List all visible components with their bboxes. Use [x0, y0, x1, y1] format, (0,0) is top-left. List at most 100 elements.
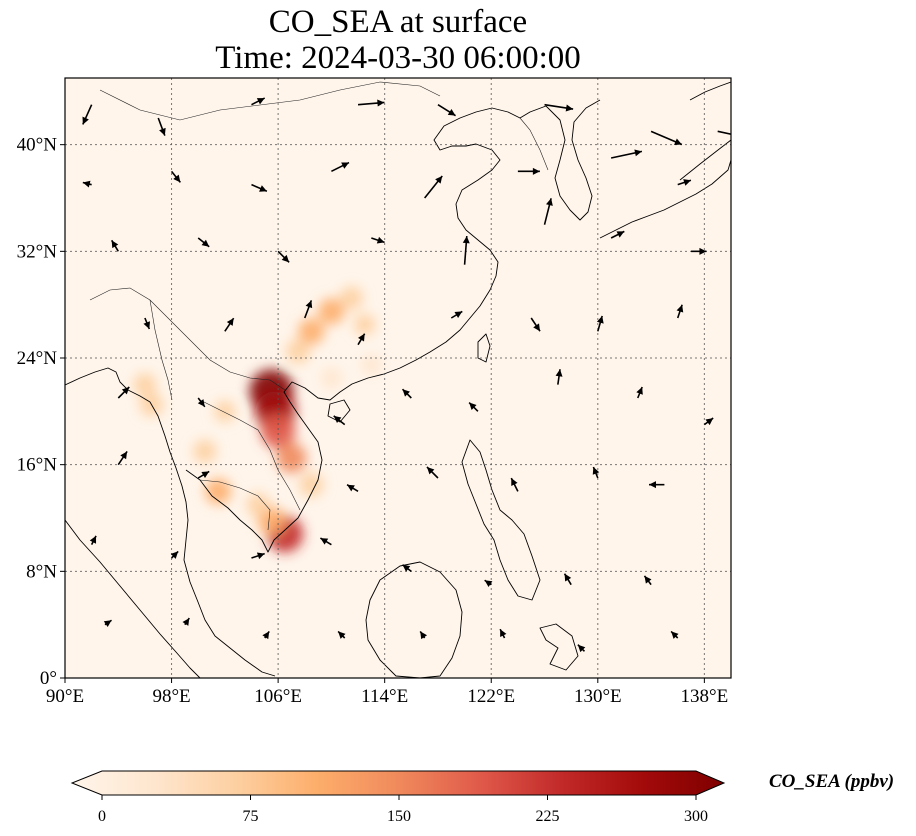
coastlines: [65, 81, 731, 678]
colorbar-tick-label: 75: [243, 808, 259, 825]
wind-arrow: [610, 149, 643, 159]
wind-arrow: [401, 388, 412, 399]
wind-arrow: [450, 310, 463, 319]
wind-arrow: [649, 481, 665, 489]
wind-arrow: [197, 470, 210, 479]
wind-arrow: [592, 466, 600, 479]
wind-arrow: [371, 236, 385, 244]
co-hotspot: [299, 472, 324, 497]
co-hotspot: [246, 492, 270, 517]
wind-arrow: [510, 477, 519, 492]
wind-arrow: [319, 537, 332, 546]
x-axis-ticks: 90°E 98°E 106°E 114°E 122°E 130°E 138°E: [46, 678, 728, 707]
wind-arrow: [197, 397, 206, 408]
y-tick-label: 8°N: [26, 561, 57, 582]
wind-arrow: [333, 415, 346, 426]
wind-arrow: [82, 104, 93, 125]
coastline-taiwan: [477, 333, 491, 363]
wind-arrow: [437, 103, 456, 117]
coastline-japan: [599, 81, 731, 239]
border-line: [519, 117, 549, 171]
wind-arrow: [143, 317, 151, 330]
wind-arrow: [157, 117, 166, 136]
border-line: [149, 299, 173, 401]
wind-arrow: [117, 451, 128, 466]
wind-arrow: [717, 130, 731, 136]
map-background: [65, 78, 731, 678]
co-hotspot: [318, 298, 345, 325]
wind-arrow: [251, 97, 266, 106]
border-line: [199, 399, 301, 511]
co-hotspot: [353, 313, 376, 336]
co-hotspot: [260, 414, 296, 449]
wind-arrow: [197, 237, 210, 248]
x-tick-label: 138°E: [681, 686, 729, 707]
co-hotspot: [320, 367, 342, 389]
x-tick-label: 106°E: [254, 686, 302, 707]
x-tick-label: 114°E: [361, 686, 408, 707]
wind-arrow: [530, 317, 541, 332]
wind-arrow: [544, 103, 574, 112]
wind-arrow: [650, 130, 683, 146]
wind-arrow: [462, 236, 470, 265]
x-tick-label: 90°E: [46, 686, 84, 707]
wind-arrow: [610, 230, 625, 239]
wind-arrow: [357, 99, 385, 107]
wind-arrow: [117, 386, 130, 399]
map-frame: [64, 77, 732, 679]
coastline-sumatra: [65, 519, 201, 678]
wind-arrow: [691, 247, 707, 255]
colorbar-gradient: [70, 770, 726, 796]
border-line: [89, 287, 286, 391]
coastline-indochina: [185, 105, 547, 553]
co-hotspot: [361, 354, 382, 375]
wind-arrow: [277, 250, 290, 263]
wind-arrow: [419, 630, 428, 640]
co-hotspot: [133, 373, 157, 397]
colorbar-tick-label: 225: [536, 808, 560, 825]
coastline-hainan: [327, 399, 351, 423]
wind-arrow: [110, 239, 119, 252]
co-hotspot: [214, 400, 236, 423]
wind-arrow: [670, 630, 679, 639]
y-tick-label: 16°N: [17, 455, 58, 476]
wind-arrow: [596, 315, 604, 332]
wind-arrow: [543, 198, 553, 225]
wind-arrow: [331, 161, 350, 173]
co-hotspot: [298, 318, 325, 345]
title-line-1: CO_SEA at surface: [268, 4, 528, 40]
wind-arrow: [251, 183, 268, 193]
country-borders: [89, 81, 549, 531]
co-hotspot: [285, 339, 311, 364]
wind-arrow: [103, 619, 113, 628]
wind-arrow: [563, 573, 572, 586]
wind-arrow: [251, 552, 265, 560]
wind-arrow: [517, 167, 540, 175]
wind-arrow: [357, 333, 366, 346]
wind-vectors: [82, 97, 731, 653]
x-tick-label: 98°E: [152, 686, 190, 707]
co-hotspot: [276, 443, 307, 473]
wind-arrow: [82, 180, 92, 188]
co-hotspot: [339, 286, 364, 310]
wind-arrow: [262, 630, 270, 640]
wind-arrow: [677, 179, 692, 186]
y-tick-label: 32°N: [17, 241, 58, 262]
wind-arrow: [676, 304, 684, 319]
wind-arrow: [636, 386, 643, 399]
wind-arrow: [304, 300, 313, 319]
colorbar-label: CO_SEA (ppbv): [769, 771, 894, 792]
border-line: [199, 479, 271, 531]
wind-arrow: [346, 484, 359, 493]
graticule: [65, 78, 731, 678]
coastline-borneo: [365, 561, 463, 678]
wind-arrow: [170, 550, 179, 559]
wind-arrow: [577, 644, 586, 653]
wind-arrow: [555, 369, 563, 385]
co-hotspot: [193, 439, 217, 464]
title-line-2: Time: 2024-03-30 06:00:00: [215, 40, 581, 76]
coastline-sulawesi: [539, 623, 579, 671]
chart-title: CO_SEA at surface Time: 2024-03-30 06:00…: [65, 4, 731, 76]
wind-arrow: [484, 579, 493, 588]
